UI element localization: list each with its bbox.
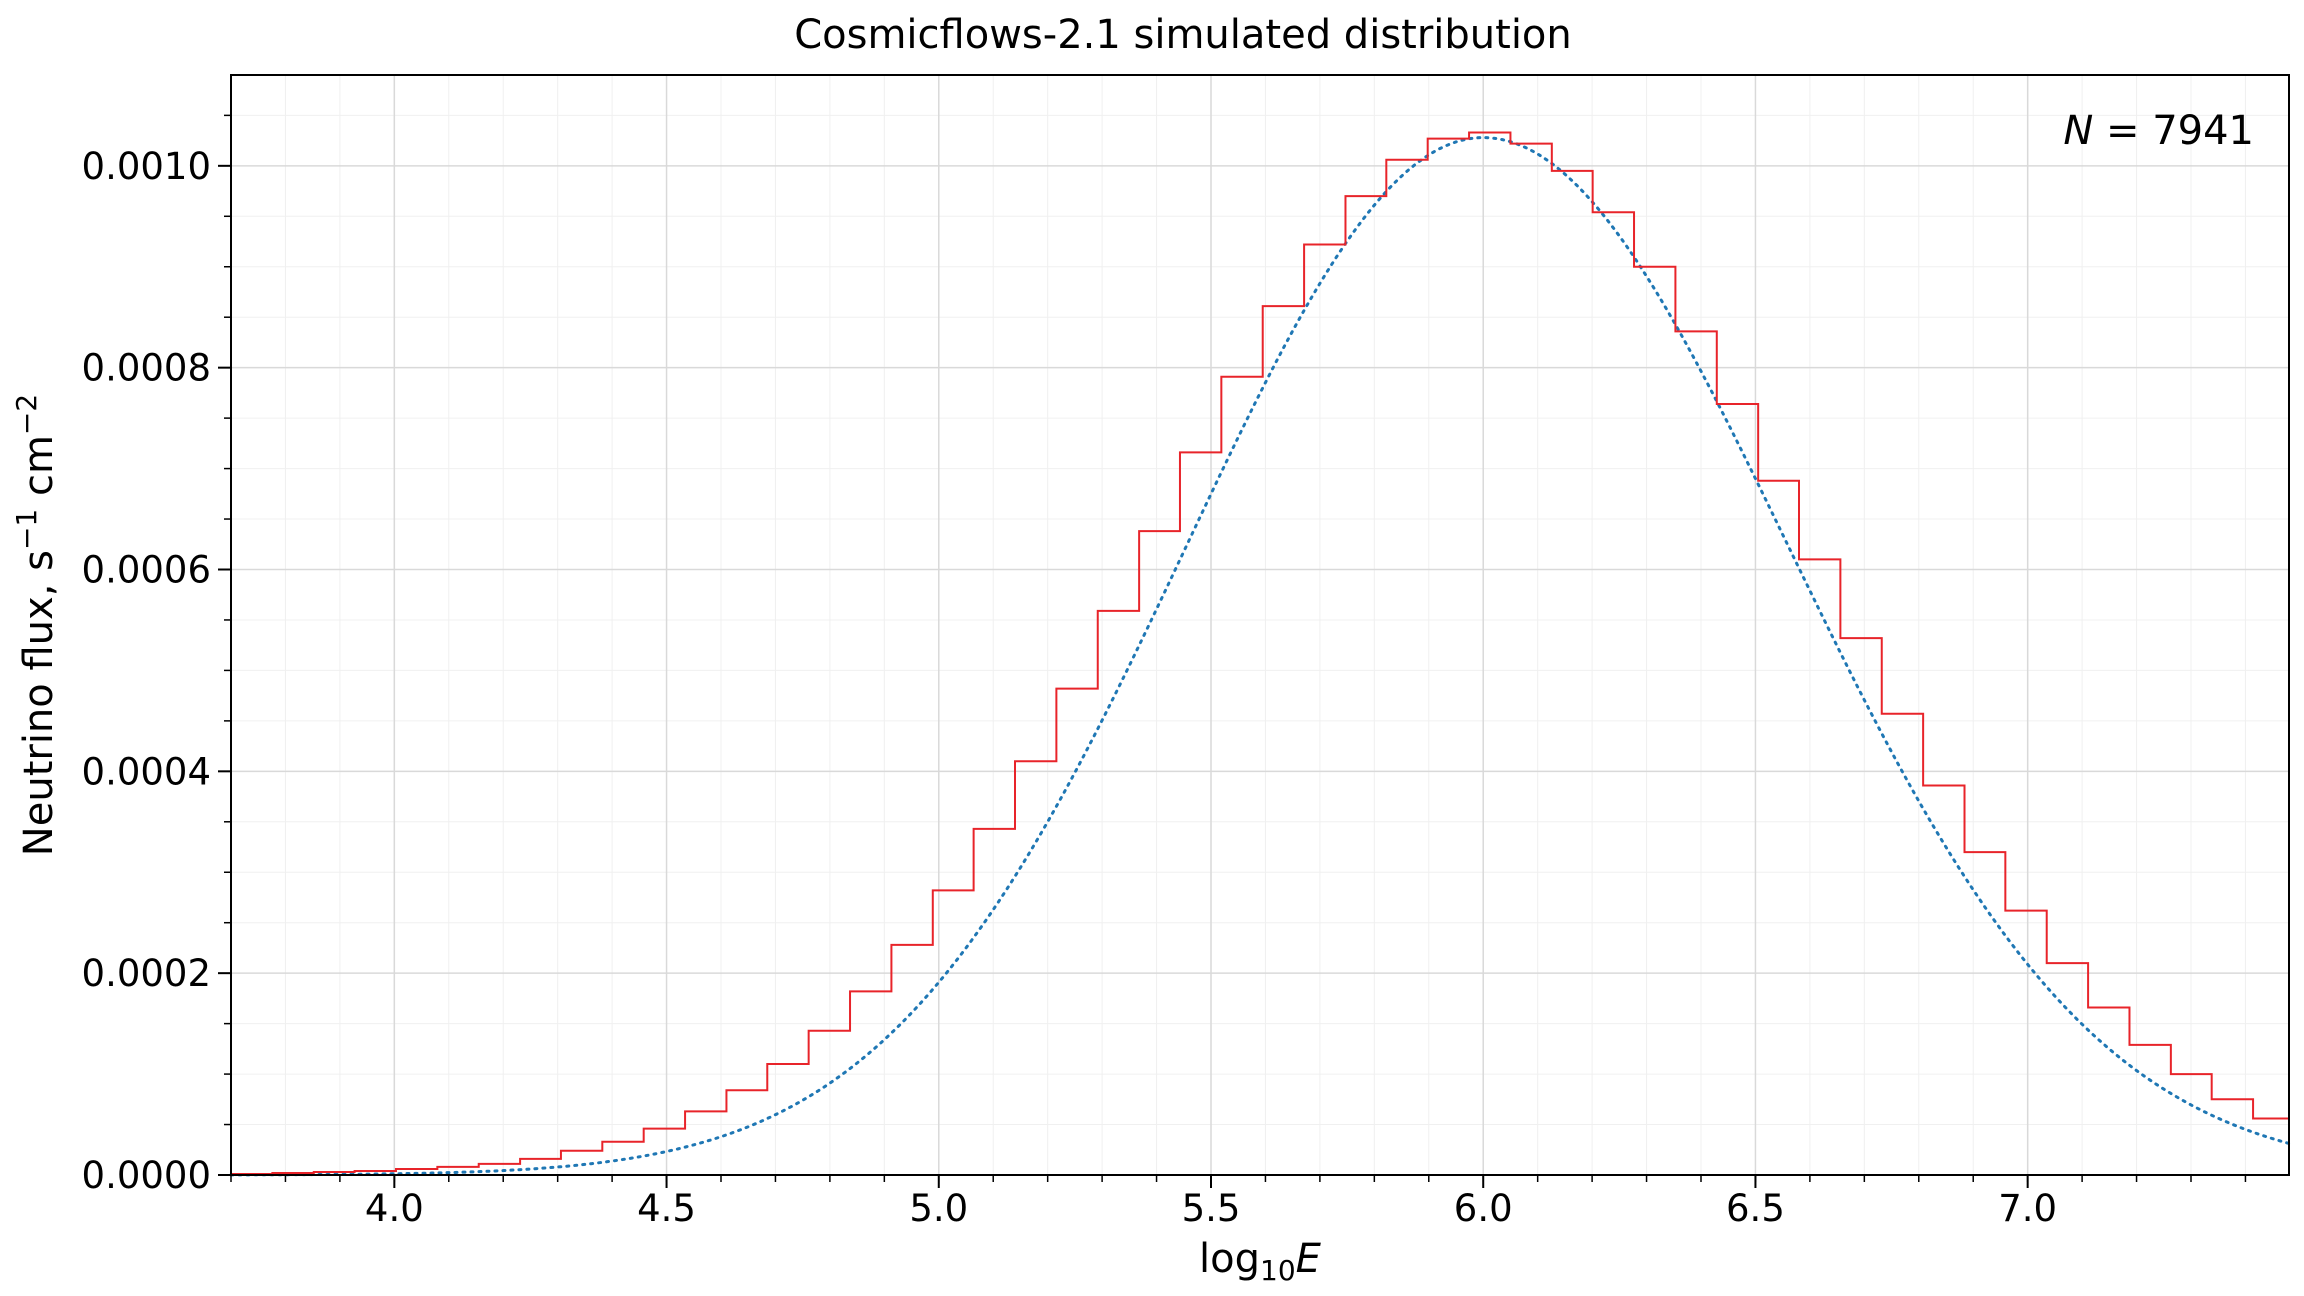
y-tick-label: 0.0006	[82, 548, 211, 591]
plot-frame	[230, 74, 2290, 1176]
annotation-eq: = 7941	[2093, 108, 2254, 154]
annotation-var: N	[2063, 108, 2093, 154]
y-tick-label: 0.0008	[82, 347, 211, 390]
model-curve	[229, 136, 2291, 1177]
histogram-step	[230, 131, 2289, 1175]
x-axis: 4.0 4.5 5.0 5.5 6.0 6.5 7.0	[230, 1175, 2247, 1230]
y-tick-label: 0.0002	[82, 952, 211, 995]
y-label-exp2: −2	[10, 394, 43, 435]
chart-title: Cosmicflows-2.1 simulated distribution	[794, 12, 1572, 58]
plot-content	[229, 131, 2291, 1177]
x-label-var: E	[1296, 1236, 1322, 1282]
y-label-exp1: −1	[10, 509, 43, 550]
x-tick-label: 5.0	[909, 1187, 968, 1230]
x-tick-label: 4.0	[365, 1187, 424, 1230]
y-axis: 0.0000 0.0002 0.0004 0.0006 0.0008 0.0010	[82, 114, 231, 1197]
y-tick-label: 0.0004	[82, 750, 211, 793]
x-tick-label: 4.5	[637, 1187, 696, 1230]
y-tick-label: 0.0010	[82, 145, 211, 188]
x-label-sub: 10	[1260, 1254, 1296, 1287]
x-axis-label: log10E	[1199, 1236, 1322, 1287]
x-tick-label: 5.5	[1182, 1187, 1241, 1230]
y-axis-label: Neutrino flux, s−1 cm−2	[10, 394, 62, 856]
x-tick-label: 6.0	[1454, 1187, 1513, 1230]
y-label-main: Neutrino flux, s	[16, 550, 62, 856]
y-label-mid: cm	[16, 435, 62, 509]
x-label-main: log	[1199, 1236, 1260, 1282]
sample-size-annotation: N = 7941	[2063, 108, 2254, 154]
x-tick-label: 6.5	[1726, 1187, 1785, 1230]
x-tick-label: 7.0	[1998, 1187, 2057, 1230]
y-tick-label: 0.0000	[82, 1154, 211, 1197]
